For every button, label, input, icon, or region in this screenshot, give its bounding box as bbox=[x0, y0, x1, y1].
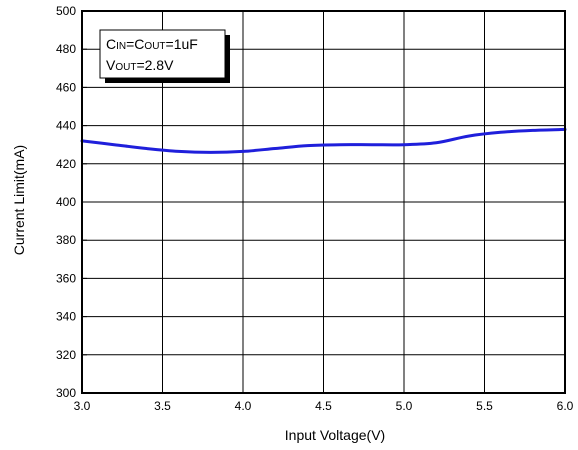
y-tick-label: 460 bbox=[56, 80, 76, 94]
x-tick-label: 3.0 bbox=[74, 399, 91, 413]
x-tick-label: 5.5 bbox=[476, 399, 493, 413]
y-axis-label: Current Limit(mA) bbox=[11, 145, 27, 255]
plot-frame bbox=[81, 10, 566, 394]
y-tick-label: 420 bbox=[56, 157, 76, 171]
legend-text-part: =2.8V bbox=[136, 57, 174, 73]
y-tick-label: 440 bbox=[56, 119, 76, 133]
legend: CIN=COUT=1uF VOUT=2.8V bbox=[99, 29, 230, 83]
legend-text-part: V bbox=[106, 57, 116, 73]
grid bbox=[82, 11, 565, 393]
y-tick-label: 320 bbox=[56, 348, 76, 362]
y-tick-label: 480 bbox=[56, 42, 76, 56]
legend-text-part: IN bbox=[116, 41, 126, 52]
legend-text-part: OUT bbox=[144, 41, 165, 52]
legend-line-2: VOUT=2.8V bbox=[106, 57, 174, 73]
legend-text-part: C bbox=[106, 36, 116, 52]
y-tick-label: 500 bbox=[56, 4, 76, 18]
legend-line-1: CIN=COUT=1uF bbox=[106, 36, 198, 52]
x-tick-label: 3.5 bbox=[154, 399, 171, 413]
tick-labels: 3.0 3.5 4.0 4.5 5.0 5.5 6.0 300 320 340 360 380 400 4… bbox=[56, 4, 574, 413]
y-tick-label: 380 bbox=[56, 233, 76, 247]
legend-box bbox=[99, 29, 226, 79]
x-axis-label: Input Voltage(V) bbox=[285, 427, 385, 443]
legend-text-part: =C bbox=[126, 36, 144, 52]
legend-text-part: =1uF bbox=[166, 36, 198, 52]
x-tick-label: 6.0 bbox=[557, 399, 574, 413]
x-tick-label: 4.5 bbox=[315, 399, 332, 413]
y-tick-label: 360 bbox=[56, 271, 76, 285]
x-tick-label: 4.0 bbox=[235, 399, 252, 413]
series-line bbox=[80, 127, 567, 154]
y-tick-label: 300 bbox=[56, 386, 76, 400]
series-layer bbox=[80, 127, 567, 154]
y-tick-label: 340 bbox=[56, 310, 76, 324]
x-tick-label: 5.0 bbox=[396, 399, 413, 413]
axes bbox=[81, 10, 566, 394]
y-tick-label: 400 bbox=[56, 195, 76, 209]
legend-text-part: OUT bbox=[115, 62, 136, 73]
